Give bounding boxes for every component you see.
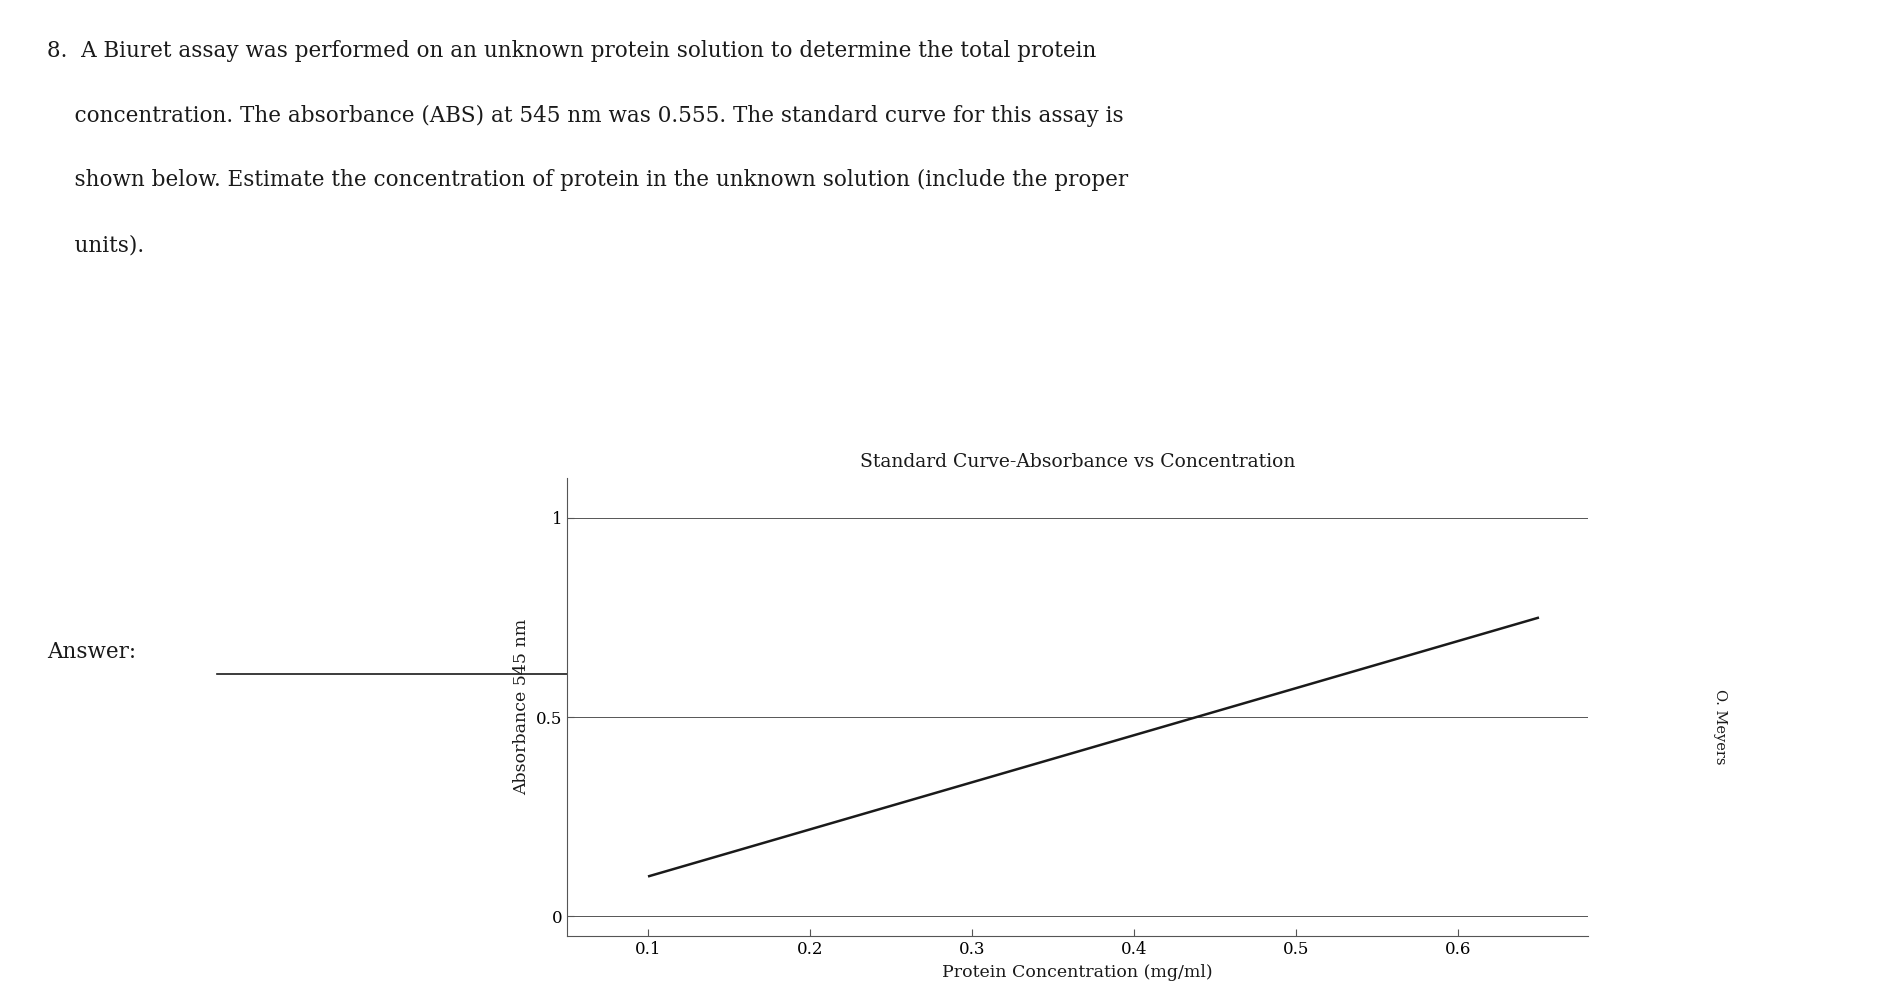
Text: shown below. Estimate the concentration of protein in the unknown solution (incl: shown below. Estimate the concentration … — [47, 169, 1128, 191]
Text: Answer:: Answer: — [47, 641, 144, 663]
Y-axis label: Absorbance 545 nm: Absorbance 545 nm — [514, 620, 531, 795]
Text: concentration. The absorbance (ABS) at 545 nm was 0.555. The standard curve for : concentration. The absorbance (ABS) at 5… — [47, 105, 1124, 126]
Text: O. Meyers: O. Meyers — [1711, 689, 1727, 765]
X-axis label: Protein Concentration (mg/ml): Protein Concentration (mg/ml) — [941, 964, 1213, 981]
Text: units).: units). — [47, 234, 144, 256]
Title: Standard Curve-Absorbance vs Concentration: Standard Curve-Absorbance vs Concentrati… — [859, 453, 1294, 471]
Text: 8.  A Biuret assay was performed on an unknown protein solution to determine the: 8. A Biuret assay was performed on an un… — [47, 40, 1096, 62]
